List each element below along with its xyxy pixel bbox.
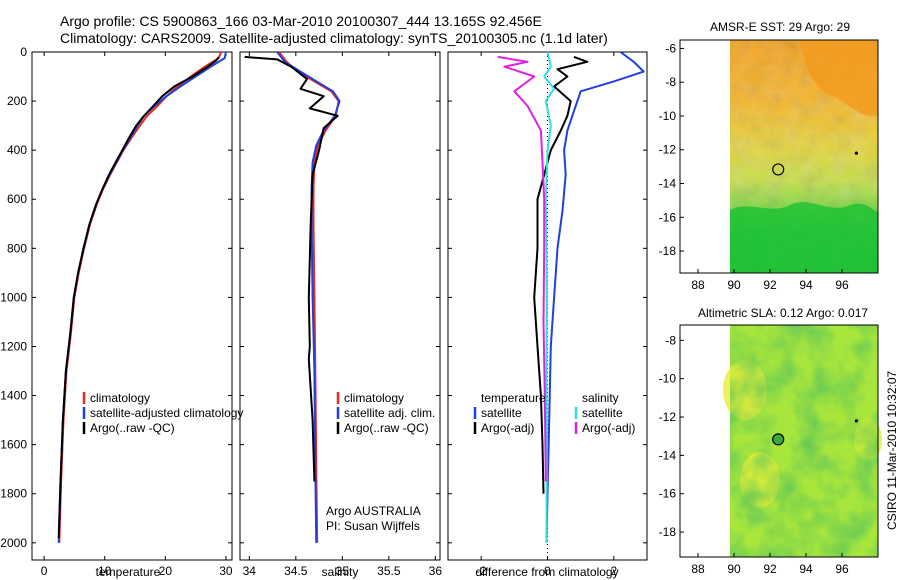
series-line-argo-adj xyxy=(497,55,547,482)
sla-map-frame xyxy=(679,324,879,558)
temperature-legend: climatology satellite-adjusted climatolo… xyxy=(82,391,243,435)
map-y-tick-label: -16 xyxy=(659,210,677,224)
y-tick-label: 1200 xyxy=(0,339,27,353)
x-tick-label: 10 xyxy=(98,564,112,578)
series-line-satellite-adjusted-climatology xyxy=(57,52,227,543)
sst-cool-region xyxy=(730,202,878,273)
temperature-panel: 0 10 20 30 0 200 400 600 800 1000 1200 1400 1600 1800… xyxy=(0,45,243,579)
salinity-legend: climatology satellite adj. clim. Argo(..… xyxy=(336,391,435,435)
temperature-xlabel: temperature xyxy=(96,565,161,579)
pi-label: PI: Susan Wijffels xyxy=(326,519,420,533)
y-tick-label: 2000 xyxy=(0,536,27,550)
sla-island-marker xyxy=(854,419,859,423)
sst-map-frame xyxy=(679,39,879,274)
map-x-tick-label: 88 xyxy=(691,562,705,576)
map-x-tick-label: 90 xyxy=(727,278,741,292)
map-x-tick-label: 94 xyxy=(799,278,813,292)
series-line-climatology xyxy=(58,52,223,543)
credit-label: CSIRO 11-Mar-2010 10:32:07 xyxy=(885,370,899,530)
sst-argo-marker xyxy=(772,163,785,176)
legend-label-satellite: satellite-adjusted climatology xyxy=(90,406,243,420)
series-line-satellite xyxy=(545,52,645,543)
x-tick-label: -2 xyxy=(476,564,487,578)
y-tick-label: 800 xyxy=(7,241,27,255)
map-y-tick-label: -14 xyxy=(659,177,677,191)
legend-header-salinity: salinity xyxy=(582,391,619,405)
y-tick-label: 1400 xyxy=(0,389,27,403)
temperature-frame xyxy=(31,51,233,561)
header-title-line2: Climatology: CARS2009. Satellite-adjuste… xyxy=(60,30,608,46)
series-line-argo-raw-qc xyxy=(57,56,220,538)
map-y-tick-label: -18 xyxy=(659,525,677,539)
y-tick-label: 400 xyxy=(7,143,27,157)
legend-label-sal-satellite: satellite xyxy=(582,406,623,420)
difference-legend: temperature satellite Argo(-adj) salinit… xyxy=(473,391,635,435)
x-tick-label: 0 xyxy=(41,564,48,578)
sla-field-texture xyxy=(730,325,878,557)
x-tick-label: 34 xyxy=(243,564,257,578)
y-tick-label: 1000 xyxy=(0,290,27,304)
map-y-tick-label: -12 xyxy=(659,410,677,424)
sla-argo-marker xyxy=(772,433,785,446)
sla-map-panel: Altimetric SLA: 0.12 Argo: 0.017 88 90 92 9… xyxy=(659,306,882,576)
header-title-line1: Argo profile: CS 5900863_166 03-Mar-2010… xyxy=(60,13,542,29)
map-y-tick-label: -10 xyxy=(659,109,677,123)
map-x-tick-label: 92 xyxy=(763,562,777,576)
map-x-tick-label: 92 xyxy=(763,278,777,292)
legend-label-climatology: climatology xyxy=(90,391,150,405)
platform-label: Argo AUSTRALIA xyxy=(326,504,421,518)
map-y-tick-label: -14 xyxy=(659,448,677,462)
map-y-tick-label: -10 xyxy=(659,372,677,386)
legend-label-argo: Argo(..raw -QC) xyxy=(90,421,175,435)
map-x-tick-label: 96 xyxy=(835,278,849,292)
salinity-xlabel: salinity xyxy=(322,565,359,579)
sst-island-marker xyxy=(854,151,859,155)
sst-warm-patch xyxy=(800,40,878,116)
y-tick-label: 0 xyxy=(20,45,27,59)
sst-map-panel: AMSR-E SST: 29 Argo: 29 88 90 92 94 96 -6 -8 -1… xyxy=(659,20,879,292)
sst-map-title: AMSR-E SST: 29 Argo: 29 xyxy=(710,20,850,34)
x-tick-label: 0 xyxy=(544,564,551,578)
x-tick-label: 2 xyxy=(610,564,617,578)
map-y-tick-label: -16 xyxy=(659,487,677,501)
legend-label-climatology: climatology xyxy=(344,391,404,405)
map-x-tick-label: 90 xyxy=(727,562,741,576)
series-line-argo-adj xyxy=(533,55,589,494)
map-x-tick-label: 94 xyxy=(799,562,813,576)
x-tick-label: 36 xyxy=(429,564,443,578)
salinity-panel: 34 34.5 35 35.5 36 salinity climatology sate… xyxy=(239,51,443,579)
map-y-tick-label: -6 xyxy=(665,41,676,55)
x-tick-label: 34.5 xyxy=(284,564,308,578)
map-y-tick-label: -8 xyxy=(665,333,676,347)
sla-map-title: Altimetric SLA: 0.12 Argo: 0.017 xyxy=(698,306,868,320)
y-tick-label: 1600 xyxy=(0,438,27,452)
legend-label-temp-satellite: satellite xyxy=(481,406,522,420)
legend-header-temperature: temperature xyxy=(481,391,546,405)
series-line-argo-raw-qc xyxy=(244,55,339,482)
legend-label-sal-argo: Argo(-adj) xyxy=(582,421,635,435)
map-y-tick-label: -8 xyxy=(665,75,676,89)
series-line-satellite xyxy=(543,52,556,543)
legend-label-argo: Argo(..raw -QC) xyxy=(344,421,429,435)
map-y-tick-label: -18 xyxy=(659,244,677,258)
x-tick-label: 20 xyxy=(159,564,173,578)
map-x-tick-label: 88 xyxy=(691,278,705,292)
difference-panel: -2 0 2 difference from climatology tempera… xyxy=(447,51,648,579)
map-y-tick-label: -12 xyxy=(659,143,677,157)
difference-xlabel: difference from climatology xyxy=(475,565,618,579)
x-tick-label: 30 xyxy=(219,564,233,578)
map-x-tick-label: 96 xyxy=(835,562,849,576)
y-tick-label: 200 xyxy=(7,94,27,108)
y-tick-label: 600 xyxy=(7,192,27,206)
series-line-satellite-adj-clim xyxy=(276,52,341,543)
legend-label-temp-argo: Argo(-adj) xyxy=(481,421,534,435)
legend-label-satellite: satellite adj. clim. xyxy=(344,406,435,420)
y-tick-label: 1800 xyxy=(0,487,27,501)
x-tick-label: 35 xyxy=(336,564,350,578)
salinity-frame xyxy=(239,51,441,561)
x-tick-label: 35.5 xyxy=(377,564,401,578)
